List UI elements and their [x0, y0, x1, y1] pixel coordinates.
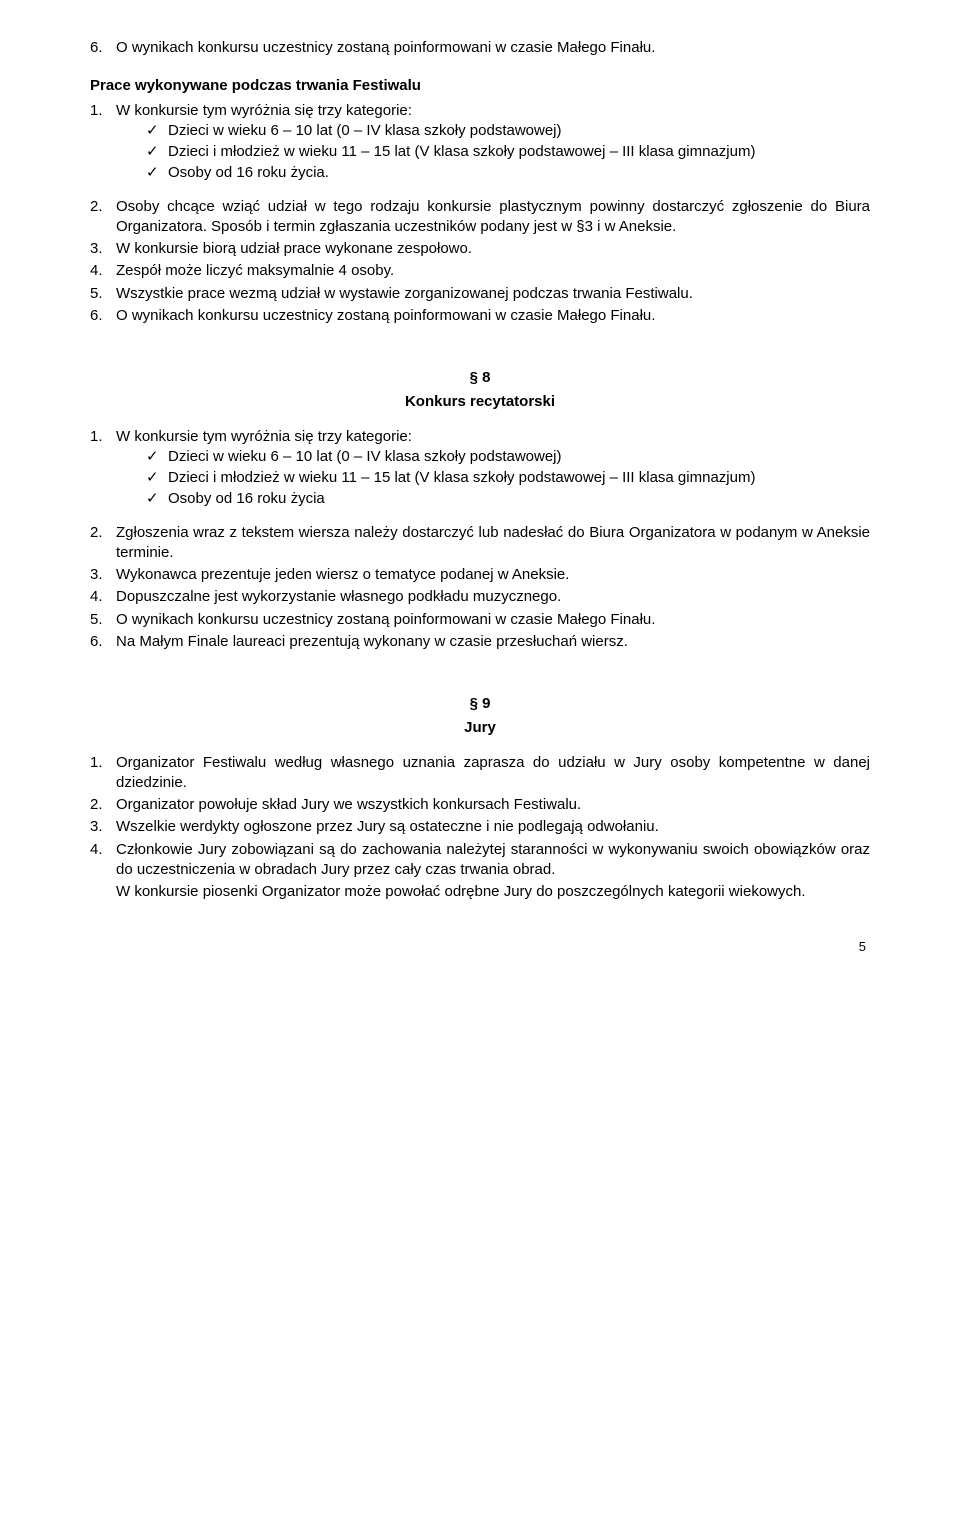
section-title-8: Konkurs recytatorski [90, 392, 870, 412]
list-number: 2. [90, 197, 116, 238]
check-list: ✓ Dzieci w wieku 6 – 10 lat (0 – IV klas… [116, 447, 870, 510]
list-text: Zespół może liczyć maksymalnie 4 osoby. [116, 261, 870, 281]
section-number-8: § 8 [90, 368, 870, 388]
check-item: ✓ Dzieci w wieku 6 – 10 lat (0 – IV klas… [146, 121, 870, 141]
list-number: 4. [90, 261, 116, 281]
list-text: Zgłoszenia wraz z tekstem wiersza należy… [116, 523, 870, 564]
list-item: 5. Wszystkie prace wezmą udział w wystaw… [90, 284, 870, 304]
list-text: W konkursie biorą udział prace wykonane … [116, 239, 870, 259]
list-number: 4. [90, 840, 116, 881]
list-text: O wynikach konkursu uczestnicy zostaną p… [116, 38, 870, 58]
check-text: Dzieci i młodzież w wieku 11 – 15 lat (V… [168, 142, 870, 162]
check-item: ✓ Dzieci i młodzież w wieku 11 – 15 lat … [146, 142, 870, 162]
list-item: 4. Dopuszczalne jest wykorzystanie własn… [90, 587, 870, 607]
section-number-9: § 9 [90, 694, 870, 714]
check-text: Dzieci i młodzież w wieku 11 – 15 lat (V… [168, 468, 870, 488]
list-item: 6. Na Małym Finale laureaci prezentują w… [90, 632, 870, 652]
list-number: 5. [90, 610, 116, 630]
list-text: Na Małym Finale laureaci prezentują wyko… [116, 632, 870, 652]
list-text: Wykonawca prezentuje jeden wiersz o tema… [116, 565, 870, 585]
list-item: 6. O wynikach konkursu uczestnicy zostan… [90, 38, 870, 58]
list-number: 6. [90, 632, 116, 652]
list-text: Członkowie Jury zobowiązani są do zachow… [116, 840, 870, 881]
list-text: W konkursie tym wyróżnia się trzy katego… [116, 101, 870, 185]
check-icon: ✓ [146, 163, 168, 183]
list-item: 1. W konkursie tym wyróżnia się trzy kat… [90, 427, 870, 511]
list-item: 2. Osoby chcące wziąć udział w tego rodz… [90, 197, 870, 238]
list-item: 5. O wynikach konkursu uczestnicy zostan… [90, 610, 870, 630]
check-icon: ✓ [146, 142, 168, 162]
page-number: 5 [90, 938, 870, 956]
section-title-9: Jury [90, 718, 870, 738]
check-item: ✓ Dzieci w wieku 6 – 10 lat (0 – IV klas… [146, 447, 870, 467]
list-number: 3. [90, 565, 116, 585]
list-item: 6. O wynikach konkursu uczestnicy zostan… [90, 306, 870, 326]
list-item: 1. Organizator Festiwalu według własnego… [90, 753, 870, 794]
check-text: Dzieci w wieku 6 – 10 lat (0 – IV klasa … [168, 121, 870, 141]
check-text: Osoby od 16 roku życia. [168, 163, 870, 183]
check-item: ✓ Osoby od 16 roku życia. [146, 163, 870, 183]
list-item: 3. W konkursie biorą udział prace wykona… [90, 239, 870, 259]
list-text: Osoby chcące wziąć udział w tego rodzaju… [116, 197, 870, 238]
check-icon: ✓ [146, 121, 168, 141]
check-list: ✓ Dzieci w wieku 6 – 10 lat (0 – IV klas… [116, 121, 870, 184]
list-number: 6. [90, 306, 116, 326]
list-text: Organizator powołuje skład Jury we wszys… [116, 795, 870, 815]
check-item: ✓ Dzieci i młodzież w wieku 11 – 15 lat … [146, 468, 870, 488]
list-text: O wynikach konkursu uczestnicy zostaną p… [116, 610, 870, 630]
check-icon: ✓ [146, 468, 168, 488]
list-text-span: W konkursie tym wyróżnia się trzy katego… [116, 102, 412, 119]
check-text: Dzieci w wieku 6 – 10 lat (0 – IV klasa … [168, 447, 870, 467]
list-continuation: W konkursie piosenki Organizator może po… [90, 882, 870, 902]
list-item: 3. Wszelkie werdykty ogłoszone przez Jur… [90, 817, 870, 837]
list-item: 3. Wykonawca prezentuje jeden wiersz o t… [90, 565, 870, 585]
list-text: Wszystkie prace wezmą udział w wystawie … [116, 284, 870, 304]
list-text: Wszelkie werdykty ogłoszone przez Jury s… [116, 817, 870, 837]
list-item: 2. Organizator powołuje skład Jury we ws… [90, 795, 870, 815]
list-text: Organizator Festiwalu według własnego uz… [116, 753, 870, 794]
list-number: 5. [90, 284, 116, 304]
check-item: ✓ Osoby od 16 roku życia [146, 489, 870, 509]
list-number: 1. [90, 753, 116, 794]
check-text: Osoby od 16 roku życia [168, 489, 870, 509]
list-item: 2. Zgłoszenia wraz z tekstem wiersza nal… [90, 523, 870, 564]
check-icon: ✓ [146, 489, 168, 509]
list-number: 3. [90, 817, 116, 837]
list-number: 3. [90, 239, 116, 259]
list-number: 4. [90, 587, 116, 607]
subheading-prace: Prace wykonywane podczas trwania Festiwa… [90, 76, 870, 96]
list-text: W konkursie tym wyróżnia się trzy katego… [116, 427, 870, 511]
list-text: Dopuszczalne jest wykorzystanie własnego… [116, 587, 870, 607]
list-item: 1. W konkursie tym wyróżnia się trzy kat… [90, 101, 870, 185]
list-number: 1. [90, 101, 116, 185]
list-number: 2. [90, 795, 116, 815]
check-icon: ✓ [146, 447, 168, 467]
list-number: 6. [90, 38, 116, 58]
list-text-span: W konkursie tym wyróżnia się trzy katego… [116, 428, 412, 445]
list-item: 4. Zespół może liczyć maksymalnie 4 osob… [90, 261, 870, 281]
list-text: O wynikach konkursu uczestnicy zostaną p… [116, 306, 870, 326]
list-number: 1. [90, 427, 116, 511]
list-item: 4. Członkowie Jury zobowiązani są do zac… [90, 840, 870, 881]
list-number: 2. [90, 523, 116, 564]
